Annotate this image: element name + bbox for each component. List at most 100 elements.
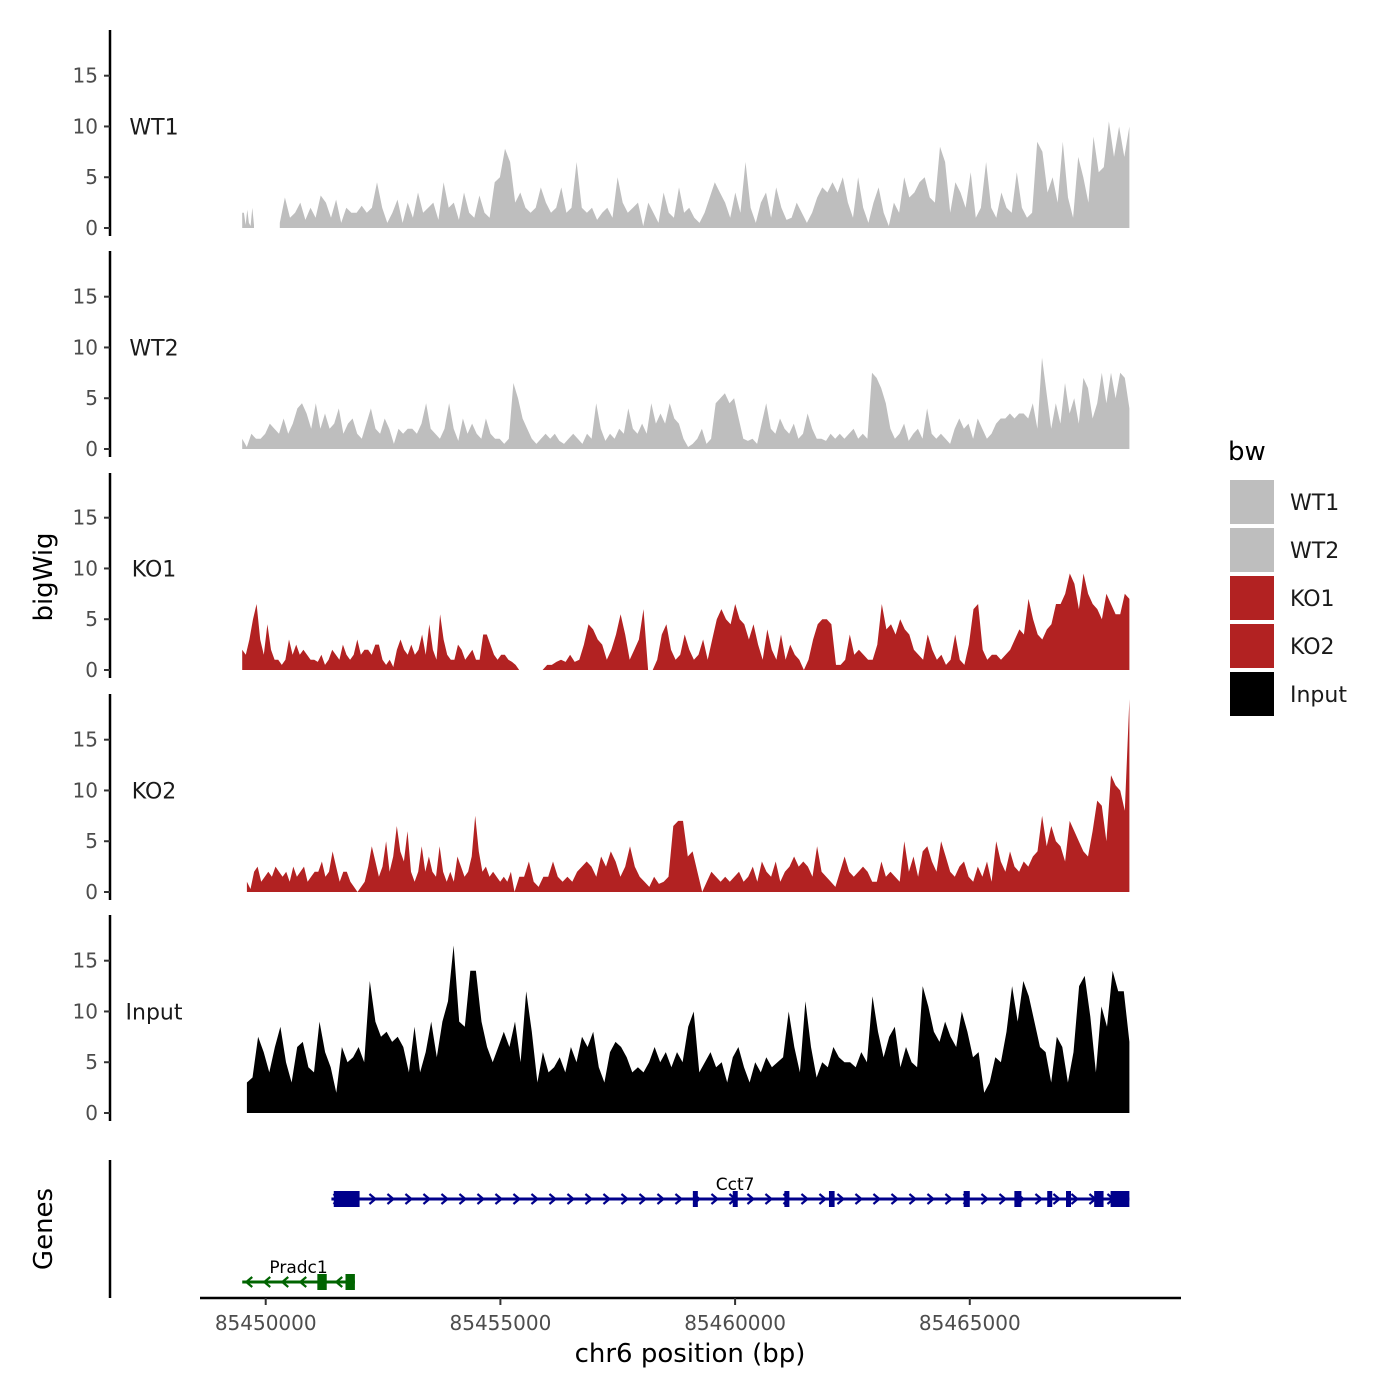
strand-arrow (1052, 1193, 1062, 1205)
strand-arrow (368, 1193, 378, 1205)
y-tick-label: 15 (73, 728, 98, 752)
x-tick-label: 85465000 (919, 1311, 1021, 1335)
track-wt1: 0 5 10 15 WT1 (73, 30, 1130, 240)
track-label: KO2 (132, 780, 177, 805)
area-wt1 (242, 207, 254, 228)
strand-arrow (854, 1193, 864, 1205)
exon (1014, 1191, 1022, 1207)
exon (333, 1191, 360, 1207)
legend-label: KO2 (1290, 635, 1335, 660)
strand-arrow (656, 1193, 666, 1205)
legend-item-ko1: KO1 (1230, 576, 1335, 620)
strand-arrow (764, 1193, 774, 1205)
area-ko2 (702, 699, 1130, 892)
strand-arrow (998, 1193, 1008, 1205)
y-tick-label: 15 (73, 64, 98, 88)
exon (732, 1191, 738, 1207)
gene-label: Pradc1 (269, 1258, 327, 1278)
strand-arrow (926, 1193, 936, 1205)
y-tick-label: 5 (85, 165, 98, 189)
area-ko1 (542, 573, 1130, 670)
x-tick-label: 85450000 (215, 1311, 317, 1335)
strand-arrow (710, 1193, 720, 1205)
strand-arrow (458, 1193, 468, 1205)
legend-item-wt1: WT1 (1230, 480, 1339, 524)
strand-arrow (530, 1193, 540, 1205)
strand-arrow (476, 1193, 486, 1205)
legend-swatch (1230, 480, 1274, 524)
y-tick-label: 0 (85, 880, 98, 904)
legend-item-ko2: KO2 (1230, 624, 1335, 668)
area-input (246, 945, 1130, 1113)
exon (1047, 1191, 1053, 1207)
strand-arrow (944, 1193, 954, 1205)
area-ko2 (246, 815, 515, 892)
gene-pradc1: Pradc1 (242, 1258, 355, 1290)
exon (828, 1191, 835, 1207)
strand-arrow (244, 1276, 253, 1288)
strand-arrow (872, 1193, 882, 1205)
legend-title: bw (1228, 437, 1266, 467)
exon (345, 1274, 355, 1290)
y-tick-label: 0 (85, 1101, 98, 1125)
genes-layer: Cct7 Pradc1 (108, 1160, 1130, 1298)
x-tick-label: 85455000 (450, 1311, 552, 1335)
x-axis-title: chr6 position (bp) (575, 1339, 806, 1369)
strand-arrow (980, 1193, 990, 1205)
y-tick-label: 10 (73, 556, 98, 580)
legend-label: WT2 (1290, 539, 1339, 564)
strand-arrow (908, 1193, 918, 1205)
legend-swatch (1230, 624, 1274, 668)
y-tick-label: 10 (73, 999, 98, 1023)
strand-arrow (602, 1193, 612, 1205)
y-tick-label: 0 (85, 437, 98, 461)
area-wt2 (242, 357, 1130, 449)
exon (963, 1191, 970, 1207)
track-label: WT1 (129, 116, 178, 141)
strand-arrow (494, 1193, 504, 1205)
exon (1094, 1191, 1104, 1207)
exon (784, 1191, 790, 1207)
strand-arrow (298, 1276, 307, 1288)
track-wt2: 0 5 10 15 WT2 (73, 251, 1130, 461)
legend-swatch (1230, 576, 1274, 620)
track-label: KO1 (132, 558, 177, 583)
track-ko2: 0 5 10 15 KO2 (73, 694, 1130, 904)
strand-arrow (334, 1276, 343, 1288)
exon (1110, 1191, 1130, 1207)
y-tick-label: 15 (73, 949, 98, 973)
strand-arrow (818, 1193, 828, 1205)
strand-arrow (584, 1193, 594, 1205)
legend: bw WT1 WT2 KO1 KO2 Input (1228, 437, 1347, 716)
strand-arrow (548, 1193, 558, 1205)
strand-arrow (800, 1193, 810, 1205)
strand-arrow (386, 1193, 396, 1205)
strand-arrow (440, 1193, 450, 1205)
track-label: Input (126, 1001, 183, 1026)
area-wt1 (279, 121, 1130, 228)
strand-arrow (1034, 1193, 1044, 1205)
strand-arrow (566, 1193, 576, 1205)
strand-arrow (422, 1193, 432, 1205)
y-tick-label: 10 (73, 114, 98, 138)
y-tick-label: 15 (73, 285, 98, 309)
legend-label: KO1 (1290, 587, 1335, 612)
strand-arrow (746, 1193, 756, 1205)
strand-arrow (638, 1193, 648, 1205)
y-tick-label: 0 (85, 658, 98, 682)
legend-label: Input (1290, 683, 1347, 708)
genes-panel-label: Genes (29, 1188, 59, 1270)
strand-arrow (674, 1193, 684, 1205)
track-input: 0 5 10 15 Input (73, 915, 1130, 1125)
y-tick-label: 15 (73, 506, 98, 530)
x-tick-label: 85460000 (684, 1311, 786, 1335)
area-ko2 (514, 820, 703, 892)
y-tick-label: 10 (73, 335, 98, 359)
area-ko1 (242, 604, 520, 670)
y-tick-label: 5 (85, 607, 98, 631)
y-tick-label: 5 (85, 1050, 98, 1074)
strand-arrow (404, 1193, 414, 1205)
x-axis: 85450000 85455000 85460000 85465000 (200, 1296, 1181, 1335)
exon (692, 1191, 698, 1207)
